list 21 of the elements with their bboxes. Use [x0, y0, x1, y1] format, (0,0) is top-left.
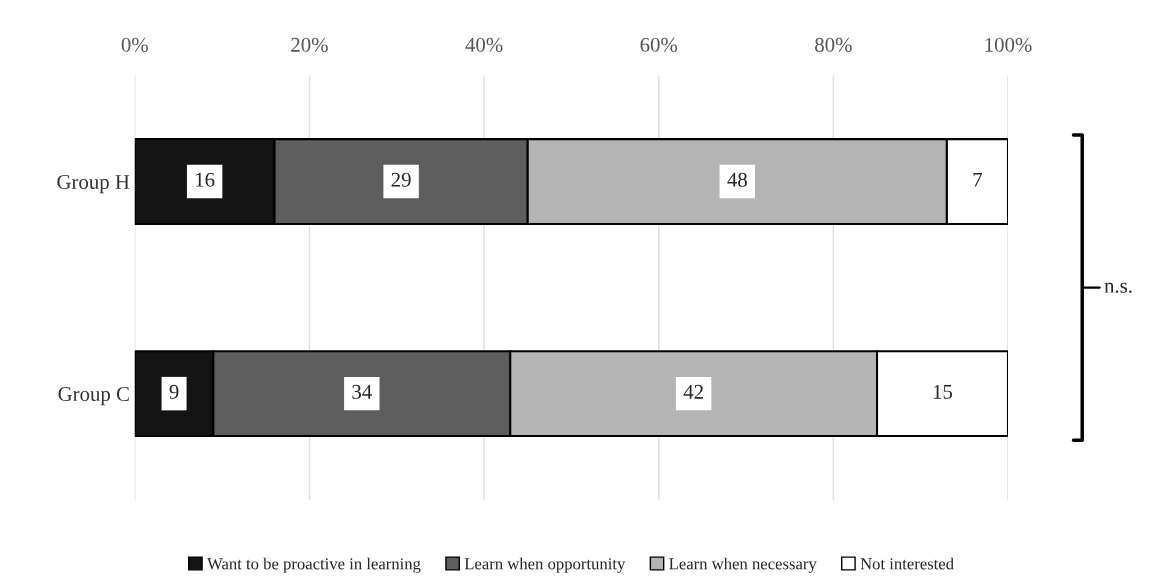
data-label: 9: [169, 384, 179, 399]
text: n.s.: [1104, 282, 1132, 293]
x-tick-label: 20%: [291, 37, 328, 52]
legend-label: Learn when necessary: [669, 557, 817, 573]
y-tick-label: Group C: [58, 387, 129, 406]
x-tick-label: 100%: [985, 37, 1032, 52]
legend-label: Want to be proactive in learning: [207, 557, 421, 573]
y-tick-label: Group H: [57, 175, 130, 194]
data-label: 7: [973, 172, 983, 187]
data-label: 16: [196, 172, 215, 187]
data-label: 15: [933, 384, 953, 399]
x-tick-label: 80%: [815, 37, 852, 52]
data-label: 48: [727, 172, 747, 187]
x-tick-label: 60%: [640, 37, 678, 52]
data-label: 29: [391, 172, 411, 187]
data-label: 42: [683, 384, 703, 399]
legend-label: Learn when opportunity: [464, 557, 626, 573]
x-tick-label: 0%: [121, 37, 148, 52]
legend-label: Not interested: [860, 557, 954, 570]
data-label: 34: [352, 384, 372, 399]
x-tick-label: 40%: [465, 37, 503, 52]
